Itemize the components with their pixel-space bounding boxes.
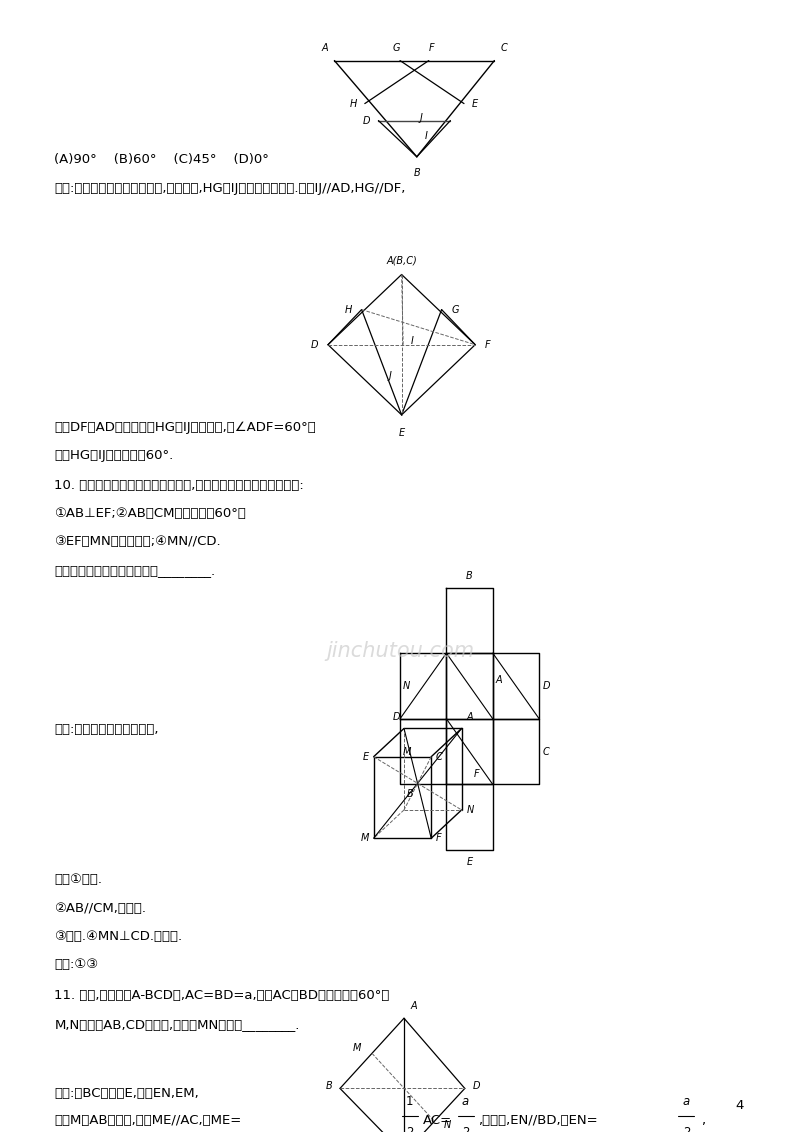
Text: E: E	[472, 98, 478, 109]
Text: H: H	[350, 98, 357, 109]
Text: 10. 一个正方体纸盒展开后如图所示,在原正方体纸盒中有如下结论:: 10. 一个正方体纸盒展开后如图所示,在原正方体纸盒中有如下结论:	[54, 479, 304, 491]
Text: ,同理得,EN//BD,且EN=: ,同理得,EN//BD,且EN=	[478, 1114, 598, 1127]
Text: J: J	[419, 113, 422, 123]
Text: ,: ,	[701, 1114, 705, 1127]
Text: 2: 2	[682, 1125, 690, 1132]
Text: jinchutou.com: jinchutou.com	[326, 641, 474, 661]
Text: D: D	[473, 1081, 480, 1091]
Text: 解析:将三角形折成空间几何体,如图所示,HG与IJ是一对异面直线.因为IJ//AD,HG//DF,: 解析:将三角形折成空间几何体,如图所示,HG与IJ是一对异面直线.因为IJ//A…	[54, 182, 406, 195]
Text: ③EF与MN是异面直线;④MN//CD.: ③EF与MN是异面直线;④MN//CD.	[54, 535, 221, 548]
Text: F: F	[428, 43, 434, 52]
Text: A: A	[410, 1002, 417, 1012]
Text: G: G	[392, 43, 400, 52]
Text: E: E	[362, 752, 369, 762]
Text: B: B	[466, 571, 473, 581]
Text: 以上结论中正确结论的序号为________.: 以上结论中正确结论的序号为________.	[54, 564, 215, 576]
Text: 因为M为AB的中点,所以ME//AC,且ME=: 因为M为AB的中点,所以ME//AC,且ME=	[54, 1114, 242, 1127]
Text: G: G	[451, 305, 458, 315]
Text: ②AB//CM,不正确.: ②AB//CM,不正确.	[54, 901, 146, 915]
Text: A: A	[496, 676, 502, 685]
Text: ①AB⊥EF;②AB与CM所成的角为60°；: ①AB⊥EF;②AB与CM所成的角为60°；	[54, 507, 246, 520]
Text: D: D	[542, 681, 550, 691]
Text: M: M	[403, 747, 411, 756]
Text: A: A	[466, 712, 473, 722]
Text: E: E	[398, 429, 405, 438]
Text: N: N	[403, 681, 410, 691]
Text: a: a	[462, 1095, 470, 1107]
Text: a: a	[682, 1095, 690, 1107]
Text: ③正确.④MN⊥CD.不正确.: ③正确.④MN⊥CD.不正确.	[54, 931, 182, 943]
Text: 1: 1	[406, 1095, 414, 1107]
Text: H: H	[345, 305, 352, 315]
Text: B: B	[326, 1081, 332, 1091]
Text: D: D	[393, 712, 400, 722]
Text: B: B	[407, 789, 414, 799]
Text: I: I	[411, 336, 414, 346]
Text: M: M	[361, 833, 369, 843]
Text: AC=: AC=	[422, 1114, 451, 1127]
Text: A(B,C): A(B,C)	[386, 256, 417, 266]
Text: 所以HG与IJ所成的角为60°.: 所以HG与IJ所成的角为60°.	[54, 448, 174, 462]
Text: 2: 2	[406, 1125, 414, 1132]
Text: N: N	[444, 1120, 451, 1130]
Text: M: M	[353, 1043, 361, 1053]
Text: 4: 4	[736, 1099, 744, 1112]
Text: D: D	[363, 115, 370, 126]
Text: 11. 如图,在四面体A-BCD中,AC=BD=a,对棱AC与BD所成的角为60°，: 11. 如图,在四面体A-BCD中,AC=BD=a,对棱AC与BD所成的角为60…	[54, 989, 390, 1002]
Text: 答案:①③: 答案:①③	[54, 958, 98, 971]
Text: J: J	[388, 371, 391, 381]
Text: A: A	[322, 43, 328, 52]
Text: 解析:取BC的中点E,连接EN,EM,: 解析:取BC的中点E,连接EN,EM,	[54, 1087, 199, 1100]
Text: N: N	[466, 805, 474, 815]
Text: E: E	[466, 857, 473, 867]
Text: 可知①正确.: 可知①正确.	[54, 874, 102, 886]
Text: F: F	[485, 340, 490, 350]
Text: C: C	[436, 752, 442, 762]
Text: M,N分别为AB,CD的中点,则线段MN的长为________.: M,N分别为AB,CD的中点,则线段MN的长为________.	[54, 1018, 300, 1030]
Text: F: F	[436, 833, 442, 843]
Text: C: C	[542, 747, 549, 756]
Text: B: B	[414, 168, 420, 178]
Text: (A)90°    (B)60°    (C)45°    (D)0°: (A)90° (B)60° (C)45° (D)0°	[54, 153, 270, 166]
Text: I: I	[425, 131, 428, 142]
Text: 解析:还原成正方体如图所示,: 解析:还原成正方体如图所示,	[54, 723, 159, 736]
Text: 所以DF与AD所成的角为HG与IJ所成的角,又∠ADF=60°，: 所以DF与AD所成的角为HG与IJ所成的角,又∠ADF=60°，	[54, 421, 316, 434]
Text: 2: 2	[462, 1125, 470, 1132]
Text: D: D	[311, 340, 318, 350]
Text: C: C	[501, 43, 507, 52]
Text: F: F	[474, 769, 479, 779]
